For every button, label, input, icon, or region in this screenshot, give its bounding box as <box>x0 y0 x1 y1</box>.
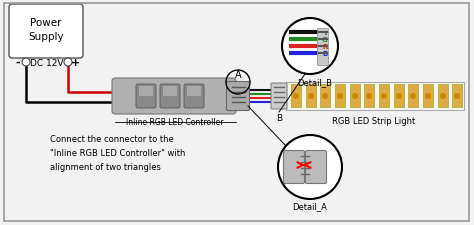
Text: A: A <box>235 70 241 80</box>
Text: alignment of two triangles: alignment of two triangles <box>50 162 161 171</box>
FancyBboxPatch shape <box>335 85 345 108</box>
FancyBboxPatch shape <box>291 85 301 108</box>
FancyBboxPatch shape <box>318 28 328 65</box>
Circle shape <box>293 94 299 99</box>
Text: +: + <box>322 30 328 36</box>
Text: B: B <box>276 113 282 122</box>
Text: Detail_A: Detail_A <box>292 201 328 210</box>
Circle shape <box>22 59 30 67</box>
Circle shape <box>366 94 372 99</box>
Text: "Inline RGB LED Controller" with: "Inline RGB LED Controller" with <box>50 148 185 157</box>
FancyBboxPatch shape <box>136 85 156 108</box>
FancyBboxPatch shape <box>160 85 180 108</box>
FancyBboxPatch shape <box>9 5 83 59</box>
FancyBboxPatch shape <box>306 85 316 108</box>
FancyBboxPatch shape <box>452 85 462 108</box>
FancyBboxPatch shape <box>184 85 204 108</box>
Circle shape <box>454 94 460 99</box>
FancyBboxPatch shape <box>408 85 418 108</box>
Circle shape <box>322 94 328 99</box>
Text: G: G <box>322 37 328 43</box>
FancyBboxPatch shape <box>320 85 330 108</box>
FancyBboxPatch shape <box>423 85 433 108</box>
Text: Detail_B: Detail_B <box>298 78 332 87</box>
Circle shape <box>410 94 416 99</box>
FancyBboxPatch shape <box>227 82 249 111</box>
FancyBboxPatch shape <box>112 79 236 115</box>
FancyBboxPatch shape <box>350 85 360 108</box>
Text: B: B <box>322 51 327 57</box>
Text: R: R <box>322 44 328 50</box>
FancyBboxPatch shape <box>163 87 177 97</box>
Circle shape <box>308 94 314 99</box>
Circle shape <box>440 94 446 99</box>
Circle shape <box>278 135 342 199</box>
Circle shape <box>425 94 431 99</box>
Text: Power
Supply: Power Supply <box>28 18 64 42</box>
Text: -: - <box>16 58 20 68</box>
FancyBboxPatch shape <box>271 84 287 110</box>
FancyBboxPatch shape <box>139 87 153 97</box>
Circle shape <box>337 94 343 99</box>
Text: DC 12V: DC 12V <box>30 58 64 67</box>
FancyBboxPatch shape <box>306 151 327 184</box>
FancyBboxPatch shape <box>364 85 374 108</box>
Circle shape <box>396 94 402 99</box>
FancyBboxPatch shape <box>187 87 201 97</box>
FancyBboxPatch shape <box>394 85 404 108</box>
FancyBboxPatch shape <box>283 151 304 184</box>
Circle shape <box>282 19 338 75</box>
Circle shape <box>352 94 358 99</box>
Text: +: + <box>72 58 81 68</box>
Text: Inline RGB LED Controller: Inline RGB LED Controller <box>126 117 224 126</box>
Text: RGB LED Strip Light: RGB LED Strip Light <box>332 117 416 126</box>
FancyBboxPatch shape <box>286 83 464 110</box>
FancyBboxPatch shape <box>379 85 389 108</box>
Circle shape <box>381 94 387 99</box>
Text: Connect the connector to the: Connect the connector to the <box>50 134 174 143</box>
FancyBboxPatch shape <box>438 85 448 108</box>
Circle shape <box>64 59 72 67</box>
